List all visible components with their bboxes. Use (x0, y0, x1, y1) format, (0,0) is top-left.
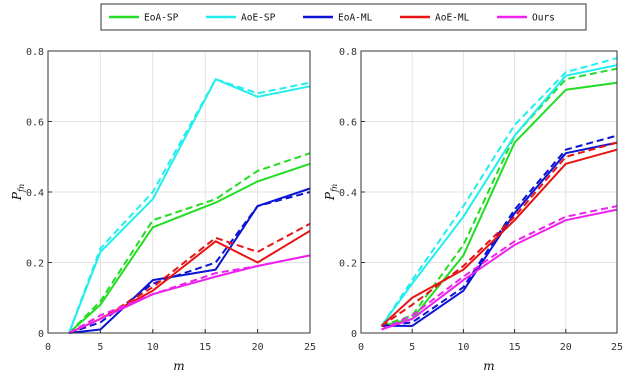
series-line-aoe-ml-dashed (380, 141, 618, 327)
series-line-eoa-sp-dashed (68, 152, 311, 334)
x-tick-label: 15 (509, 342, 521, 353)
series-line-ours-dashed (381, 205, 618, 331)
x-tick-label: 5 (97, 342, 103, 353)
y-tick-label: 0.6 (339, 118, 357, 129)
y-tick-label: 0.6 (26, 118, 44, 129)
x-tick-label: 20 (252, 342, 264, 353)
axes-frame (360, 50, 618, 334)
x-tick-label: 10 (147, 342, 159, 353)
y-axis-label-main: P (323, 191, 337, 201)
right-chart-panel: 0 5 10 15 20 25 0 0.2 0.4 0.6 0.8 m Pfn (323, 47, 623, 373)
x-tick-label: 0 (45, 342, 51, 353)
legend-label: EoA-ML (338, 13, 373, 24)
y-axis-label: Pfn (323, 184, 339, 201)
y-tick-label: 0 (351, 329, 357, 340)
legend-label: Ours (532, 13, 555, 24)
series-line-aoe-sp-solid (380, 64, 618, 327)
x-tick-label: 5 (409, 342, 415, 353)
legend-label: AoE-SP (241, 13, 276, 24)
x-tick-label: 25 (611, 342, 623, 353)
series-line-eoa-ml-dashed (68, 191, 311, 334)
x-tick-label: 0 (358, 342, 364, 353)
y-axis-label: Pfn (10, 184, 26, 201)
legend-label: EoA-SP (144, 13, 179, 24)
series-line-aoe-ml-solid (380, 148, 618, 327)
y-axis-label-subscript: fn (17, 184, 26, 193)
axes-frame (47, 50, 311, 334)
x-axis-label: m (483, 359, 494, 373)
x-tick-label: 20 (560, 342, 572, 353)
series-line-eoa-ml-dashed (381, 134, 618, 327)
series-line-ours-dashed (68, 254, 311, 334)
left-chart-panel: 0 5 10 15 20 25 0 0.2 0.4 0.6 0.8 m Pfn (10, 47, 316, 373)
y-tick-label: 0.8 (339, 47, 357, 58)
series-line-eoa-ml-solid (381, 141, 618, 327)
series-line-aoe-sp-solid (68, 78, 311, 334)
y-tick-label: 0.8 (26, 47, 44, 58)
x-tick-label: 25 (304, 342, 316, 353)
y-tick-label: 0.2 (339, 259, 357, 270)
series-line-ours-solid (381, 208, 618, 331)
y-tick-label: 0.4 (26, 188, 44, 199)
series-line-eoa-sp-solid (68, 162, 311, 334)
x-axis-label: m (173, 359, 184, 373)
y-tick-label: 0.4 (339, 188, 357, 199)
x-tick-label: 10 (457, 342, 469, 353)
legend: EoA-SP AoE-SP EoA-ML AoE-ML Ours (100, 3, 587, 31)
series-line-aoe-sp-dashed (380, 57, 618, 327)
y-tick-label: 0.2 (26, 259, 44, 270)
x-tick-label: 15 (199, 342, 211, 353)
y-tick-label: 0 (38, 329, 44, 340)
series-line-aoe-sp-dashed (68, 78, 311, 334)
y-axis-label-subscript: fn (330, 184, 339, 193)
legend-label: AoE-ML (435, 13, 470, 24)
y-axis-label-main: P (10, 191, 24, 201)
